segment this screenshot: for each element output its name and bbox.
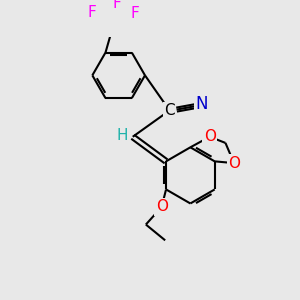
Text: O: O	[228, 156, 240, 171]
Text: N: N	[196, 95, 208, 113]
Text: F: F	[131, 6, 140, 21]
Text: O: O	[156, 200, 168, 214]
Text: F: F	[87, 5, 96, 20]
Text: F: F	[112, 0, 121, 11]
Text: C: C	[164, 103, 175, 118]
Text: H: H	[116, 128, 128, 142]
Text: O: O	[204, 129, 216, 144]
